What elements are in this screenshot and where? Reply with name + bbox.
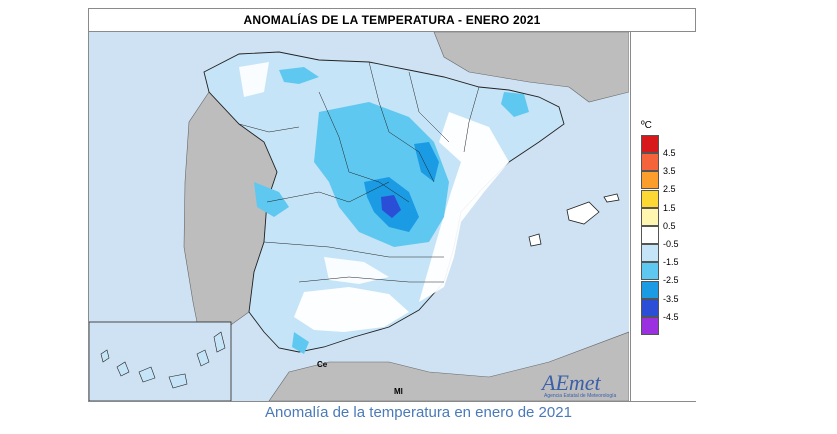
france-land (433, 32, 629, 103)
legend-swatch (641, 317, 659, 335)
legend-item: -0.5 (641, 226, 679, 249)
legend-item: 2.5 (641, 171, 676, 194)
canary-islands (100, 331, 226, 389)
logo-text: AEmet (542, 370, 601, 395)
aemet-logo: AEmet Agencia Estatal de Meteorología (542, 370, 627, 400)
legend-swatch (641, 135, 659, 153)
anomaly-map: Ce Ml (89, 32, 629, 401)
balearic-mallorca (566, 201, 600, 225)
legend-swatch (641, 189, 659, 208)
anomaly-very-cold-core (381, 195, 401, 218)
legend-swatch (641, 207, 659, 226)
legend-panel: ºC 4.5 3.5 2.5 1.5 0.5 -0.5 -1.5 -2.5 -3.5 -4.5 (630, 32, 696, 401)
anomaly-cool-west (254, 182, 289, 217)
legend-label: 4.5 (663, 148, 676, 158)
map-caption: Anomalía de la temperatura en enero de 2… (265, 404, 572, 421)
anomaly-white-north (239, 62, 269, 97)
canary-inset-frame (89, 321, 232, 401)
map-title-bar: ANOMALÍAS DE LA TEMPERATURA - ENERO 2021 (89, 9, 695, 32)
legend-label: 0.5 (663, 220, 676, 231)
legend-swatch (641, 244, 659, 263)
legend-swatch (641, 262, 659, 281)
legend-item: -2.5 (641, 262, 679, 285)
logo-subtitle: Agencia Estatal de Meteorología (544, 393, 617, 399)
map-area: Ce Ml AEmet Agencia Estatal de Meteorolo… (89, 32, 629, 401)
anomaly-white-center (324, 257, 389, 284)
legend-unit: ºC (641, 120, 652, 131)
legend-swatch (641, 280, 659, 299)
balearic-menorca (603, 193, 620, 203)
map-figure: ANOMALÍAS DE LA TEMPERATURA - ENERO 2021 (88, 8, 696, 402)
legend-item: 1.5 (641, 189, 676, 213)
label-ceuta: Ce (317, 360, 328, 369)
anomaly-cool-northeast (501, 92, 529, 117)
legend-item: -4.5 (641, 298, 679, 322)
balearic-ibiza (528, 233, 542, 247)
map-title: ANOMALÍAS DE LA TEMPERATURA - ENERO 2021 (243, 13, 541, 27)
legend-swatch (641, 226, 659, 244)
anomaly-cool-southwest (292, 332, 309, 354)
legend-label: -3.5 (663, 293, 679, 304)
legend-item: 4.5 (641, 135, 676, 158)
africa-land (268, 331, 629, 401)
legend-label: -1.5 (663, 257, 679, 268)
legend-label: 1.5 (663, 202, 676, 213)
legend-label: 3.5 (663, 166, 676, 177)
anomaly-cold-northeast (414, 142, 439, 182)
legend-label: -2.5 (663, 275, 679, 286)
legend-item: 3.5 (641, 153, 676, 176)
legend-item (641, 317, 663, 335)
region-boundaries (238, 61, 480, 283)
legend-label: 2.5 (663, 184, 676, 195)
legend-swatch (641, 171, 659, 190)
anomaly-white-east (419, 112, 509, 302)
legend-swatch (641, 153, 659, 172)
legend-label: -0.5 (663, 239, 679, 249)
legend-item: -3.5 (641, 280, 679, 304)
legend-swatch (641, 298, 659, 317)
label-melilla: Ml (394, 387, 403, 396)
anomaly-cool-north (279, 67, 319, 84)
legend-item: 0.5 (641, 207, 676, 231)
legend-label: -4.5 (663, 311, 679, 322)
anomaly-white-south (294, 287, 409, 332)
legend-item: -1.5 (641, 244, 679, 267)
